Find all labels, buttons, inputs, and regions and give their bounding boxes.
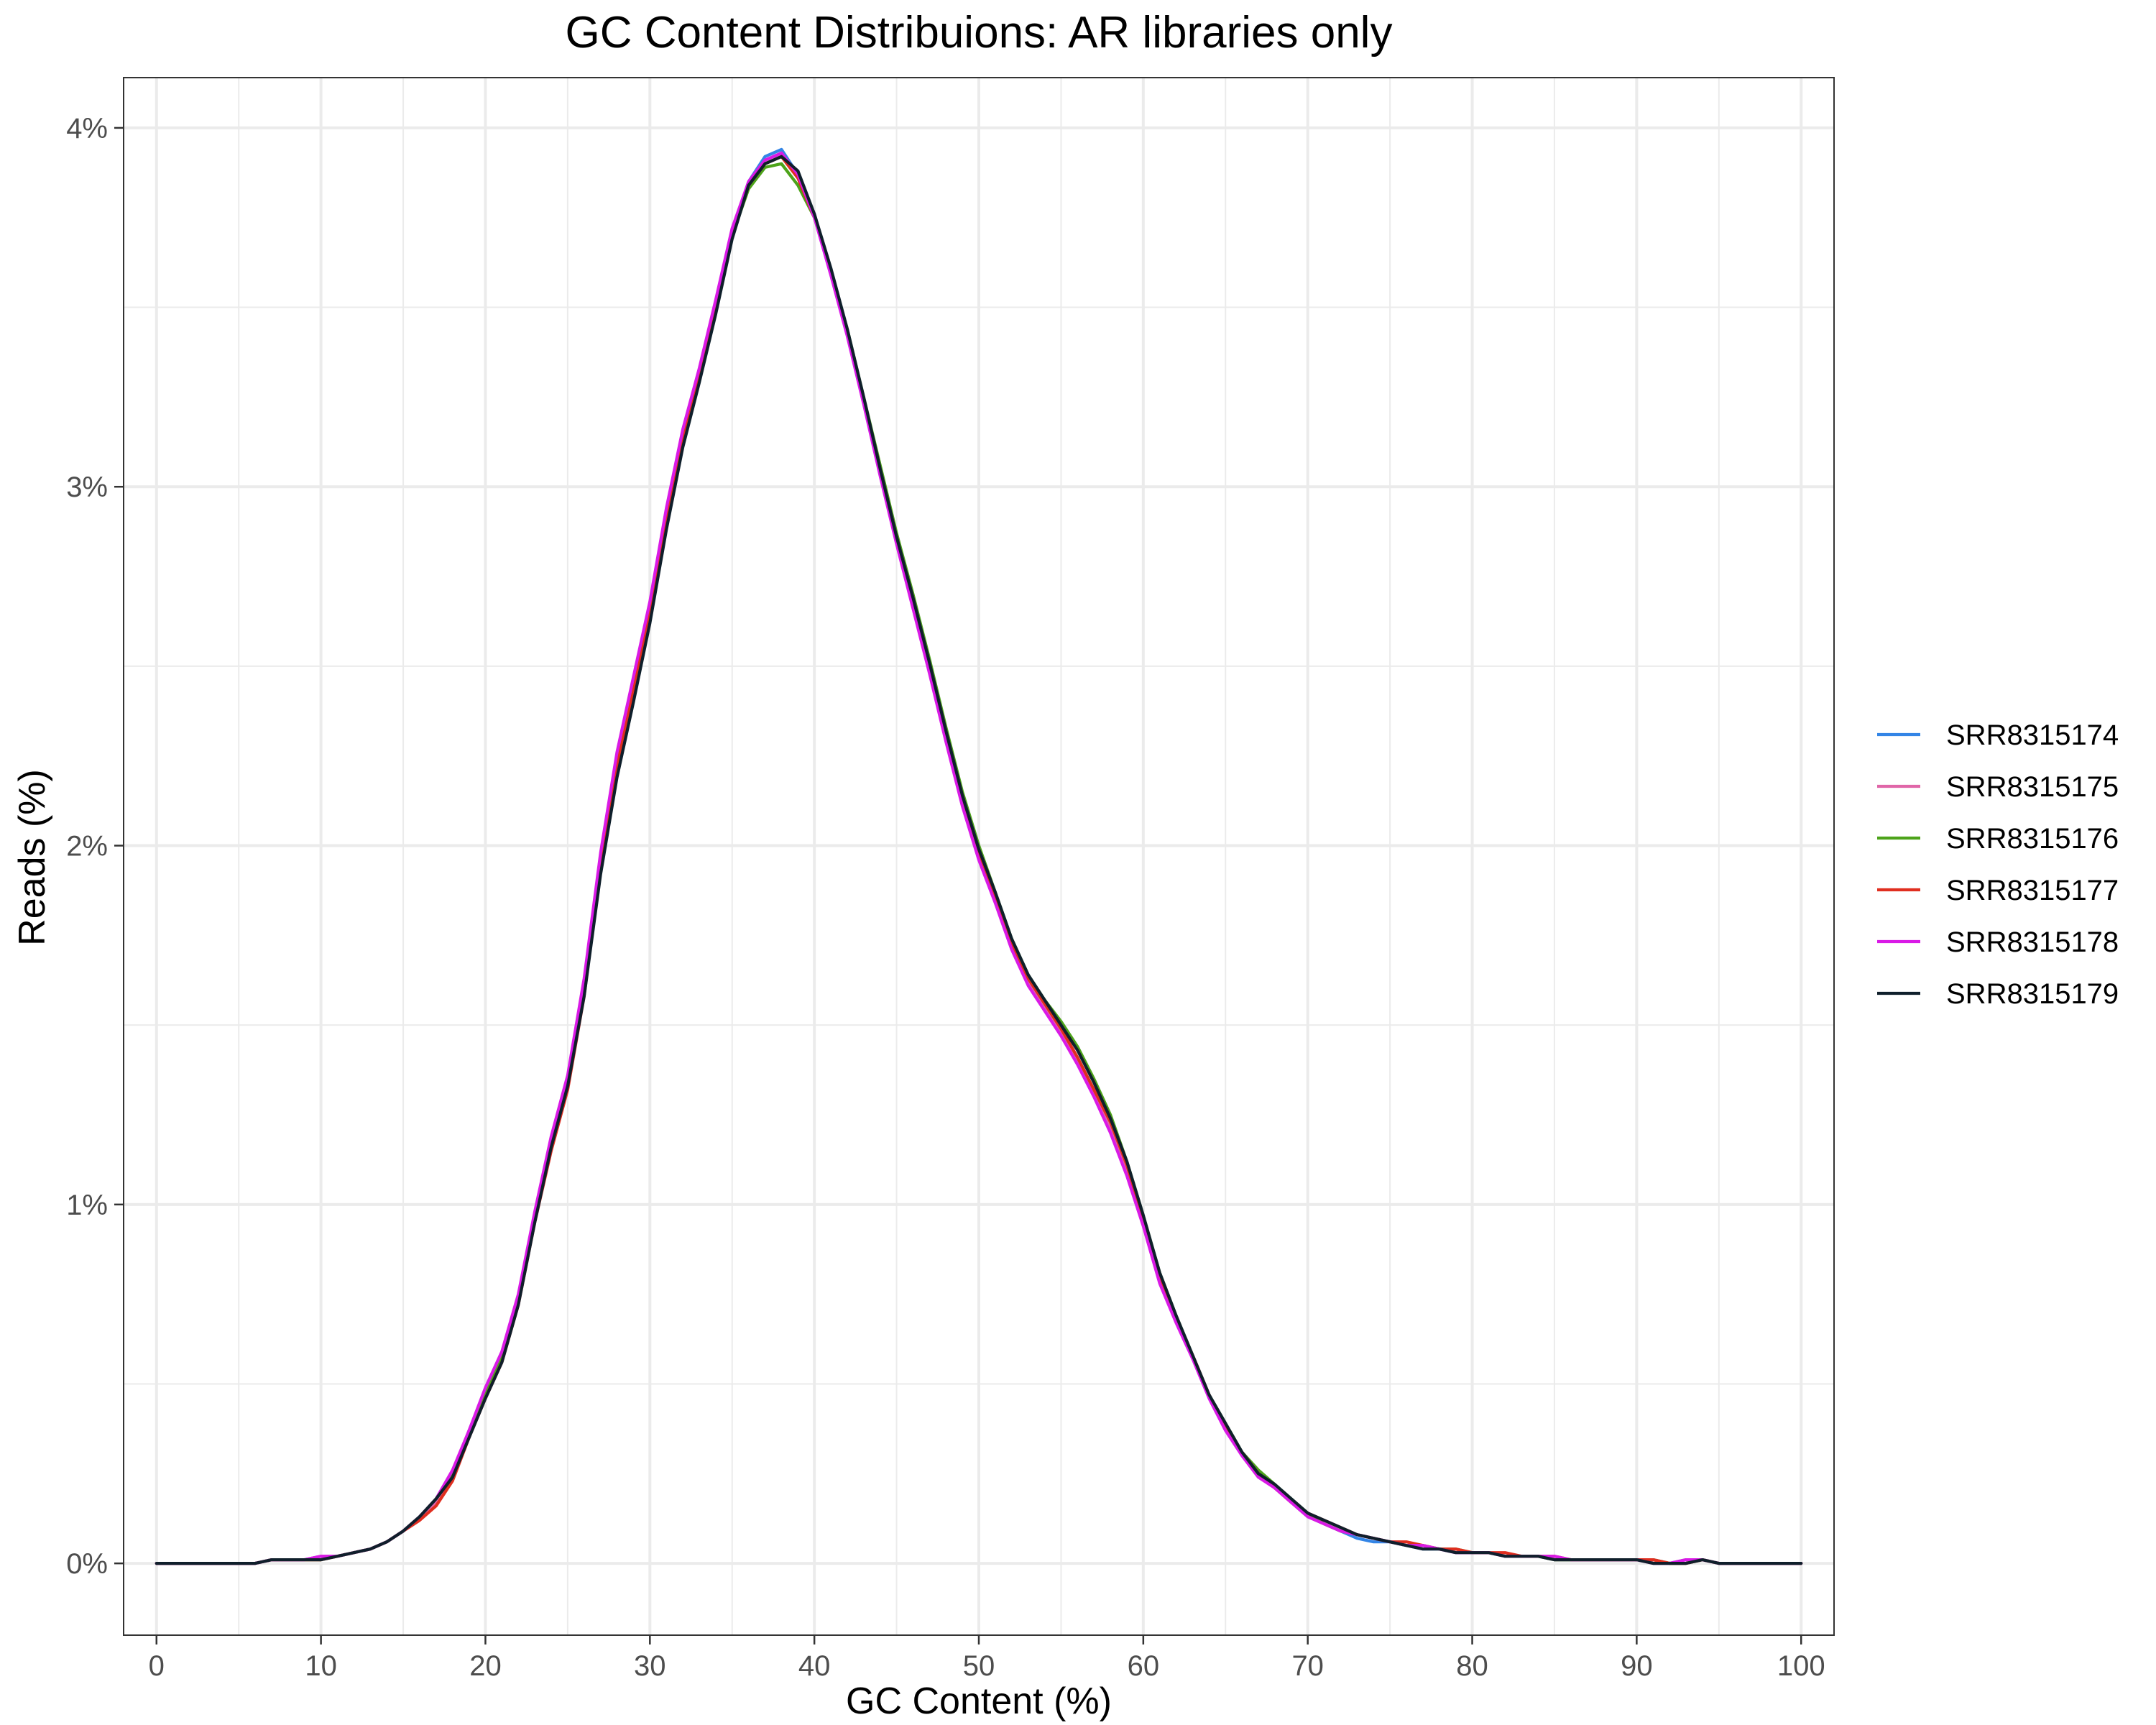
- grid: [124, 78, 1834, 1635]
- legend-label: SRR8315179: [1946, 978, 2119, 1010]
- x-tick-label: 100: [1777, 1650, 1825, 1682]
- x-tick-label: 20: [469, 1650, 502, 1682]
- x-tick-label: 50: [963, 1650, 995, 1682]
- legend-label: SRR8315178: [1946, 926, 2119, 958]
- x-tick-label: 40: [798, 1650, 831, 1682]
- x-tick-label: 60: [1128, 1650, 1160, 1682]
- x-tick-label: 90: [1621, 1650, 1653, 1682]
- legend: SRR8315174 SRR8315175 SRR8315176 SRR8315177…: [1877, 719, 2119, 1010]
- legend-label: SRR8315174: [1946, 719, 2119, 751]
- legend-item: SRR8315176: [1877, 823, 2119, 855]
- x-axis-title: GC Content (%): [846, 1680, 1112, 1722]
- y-tick-label: 3%: [66, 472, 108, 503]
- x-tick-label: 70: [1291, 1650, 1324, 1682]
- chart-title: GC Content Distribuions: AR libraries on…: [566, 8, 1393, 58]
- x-tick-label: 0: [149, 1650, 165, 1682]
- y-tick-label: 4%: [66, 113, 108, 144]
- series-layer: [155, 147, 1803, 1565]
- legend-label: SRR8315176: [1946, 823, 2119, 855]
- y-tick-label: 0%: [66, 1548, 108, 1580]
- y-tick-label: 2%: [66, 831, 108, 862]
- legend-item: SRR8315179: [1877, 978, 2119, 1010]
- x-tick-label: 80: [1456, 1650, 1488, 1682]
- x-tick-label: 10: [305, 1650, 337, 1682]
- legend-label: SRR8315177: [1946, 875, 2119, 906]
- y-tick-label: 1%: [66, 1190, 108, 1221]
- x-tick-label: 30: [634, 1650, 666, 1682]
- legend-item: SRR8315177: [1877, 875, 2119, 906]
- series-line-SRR8315179: [155, 155, 1803, 1565]
- axes: 0 10 20 30 40 50 60 70 80 90 100 0% 1% 2% 3% 4%: [66, 113, 1825, 1682]
- y-axis-title: Reads (%): [11, 769, 53, 946]
- legend-label: SRR8315175: [1946, 771, 2119, 803]
- legend-item: SRR8315175: [1877, 771, 2119, 803]
- legend-item: SRR8315174: [1877, 719, 2119, 751]
- legend-item: SRR8315178: [1877, 926, 2119, 958]
